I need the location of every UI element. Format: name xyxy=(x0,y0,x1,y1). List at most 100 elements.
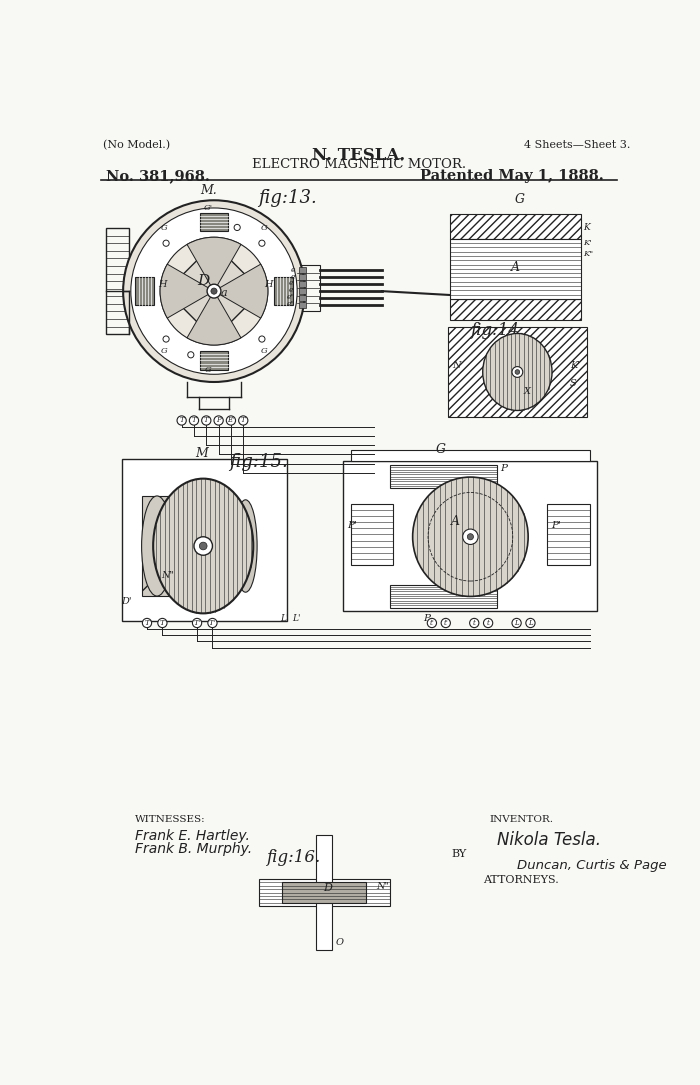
Text: T: T xyxy=(204,417,209,424)
Bar xyxy=(448,327,587,418)
Ellipse shape xyxy=(234,500,257,592)
Bar xyxy=(351,503,393,565)
Polygon shape xyxy=(200,352,228,370)
Circle shape xyxy=(214,416,223,425)
Circle shape xyxy=(199,542,207,550)
Circle shape xyxy=(512,367,523,378)
Text: N. TESLA.: N. TESLA. xyxy=(312,148,405,164)
Text: P': P' xyxy=(347,521,357,531)
Wedge shape xyxy=(214,264,268,318)
Polygon shape xyxy=(135,278,154,305)
Circle shape xyxy=(259,336,265,342)
Circle shape xyxy=(441,618,450,627)
Ellipse shape xyxy=(413,477,528,597)
Bar xyxy=(299,267,307,273)
Bar xyxy=(299,281,307,288)
Text: t': t' xyxy=(430,620,434,627)
Circle shape xyxy=(427,618,437,627)
Text: L': L' xyxy=(292,614,300,623)
Text: D: D xyxy=(323,883,332,893)
Bar xyxy=(299,275,307,280)
Bar xyxy=(389,465,497,488)
Circle shape xyxy=(188,352,194,358)
Text: (No Model.): (No Model.) xyxy=(103,140,170,151)
Text: H: H xyxy=(158,280,167,290)
Text: Frank B. Murphy.: Frank B. Murphy. xyxy=(135,842,253,856)
Text: G: G xyxy=(160,347,167,355)
Circle shape xyxy=(526,618,535,627)
Text: fig:15.: fig:15. xyxy=(230,452,288,471)
Bar xyxy=(547,503,590,565)
Bar xyxy=(344,461,598,612)
Circle shape xyxy=(131,208,297,374)
Text: fig:14.: fig:14. xyxy=(470,322,524,339)
Bar xyxy=(299,288,307,294)
Text: BY: BY xyxy=(452,848,466,858)
Text: P: P xyxy=(500,463,507,473)
Text: e": e" xyxy=(287,301,295,308)
Text: No. 381,968.: No. 381,968. xyxy=(106,168,210,182)
Circle shape xyxy=(177,416,186,425)
Text: O: O xyxy=(336,937,344,947)
Text: T': T' xyxy=(193,620,201,627)
Text: fig:13.: fig:13. xyxy=(258,190,317,207)
Text: L': L' xyxy=(280,614,288,623)
Text: Nikola Tesla.: Nikola Tesla. xyxy=(497,831,601,848)
Text: K': K' xyxy=(570,361,580,370)
Circle shape xyxy=(193,618,202,627)
Text: A: A xyxy=(451,515,459,528)
Text: P: P xyxy=(216,417,221,424)
Text: G: G xyxy=(160,224,167,231)
Circle shape xyxy=(259,240,265,246)
Circle shape xyxy=(470,618,479,627)
Text: G: G xyxy=(435,443,446,456)
Text: e: e xyxy=(290,266,295,273)
Ellipse shape xyxy=(153,478,253,613)
Bar xyxy=(297,265,321,311)
Text: X: X xyxy=(524,386,531,396)
Bar xyxy=(258,879,389,906)
Circle shape xyxy=(234,225,240,230)
Ellipse shape xyxy=(483,333,552,410)
Text: L: L xyxy=(528,620,533,627)
Text: t: t xyxy=(473,620,476,627)
Bar xyxy=(122,459,287,621)
Circle shape xyxy=(123,201,305,382)
Circle shape xyxy=(189,416,199,425)
Text: M.: M. xyxy=(200,184,217,197)
Wedge shape xyxy=(187,291,241,345)
Text: D': D' xyxy=(122,597,132,605)
Text: D: D xyxy=(197,275,209,288)
Bar xyxy=(299,295,307,302)
Text: E': E' xyxy=(228,417,234,424)
Bar xyxy=(351,450,589,461)
Text: G: G xyxy=(515,193,525,206)
Text: M: M xyxy=(195,447,209,460)
Text: t: t xyxy=(486,620,489,627)
Text: K': K' xyxy=(583,239,592,247)
Text: P': P' xyxy=(552,521,561,531)
Circle shape xyxy=(239,416,248,425)
Text: Duncan, Curtis & Page: Duncan, Curtis & Page xyxy=(517,859,666,872)
Circle shape xyxy=(484,618,493,627)
Circle shape xyxy=(158,618,167,627)
Text: G: G xyxy=(260,224,267,231)
Bar xyxy=(299,302,307,308)
Text: H: H xyxy=(264,280,272,290)
Bar xyxy=(449,239,580,298)
Text: e": e" xyxy=(287,293,295,302)
Text: T': T' xyxy=(209,620,216,627)
Text: T: T xyxy=(241,417,246,424)
Polygon shape xyxy=(167,243,262,339)
Wedge shape xyxy=(187,238,241,291)
Text: L: L xyxy=(514,620,519,627)
Text: Frank E. Hartley.: Frank E. Hartley. xyxy=(135,829,251,843)
Bar xyxy=(449,214,580,239)
Circle shape xyxy=(468,534,473,540)
Polygon shape xyxy=(274,278,293,305)
Text: N": N" xyxy=(161,572,174,580)
Bar xyxy=(281,882,367,904)
Circle shape xyxy=(163,336,169,342)
Text: T: T xyxy=(192,417,196,424)
Text: e': e' xyxy=(288,280,295,288)
